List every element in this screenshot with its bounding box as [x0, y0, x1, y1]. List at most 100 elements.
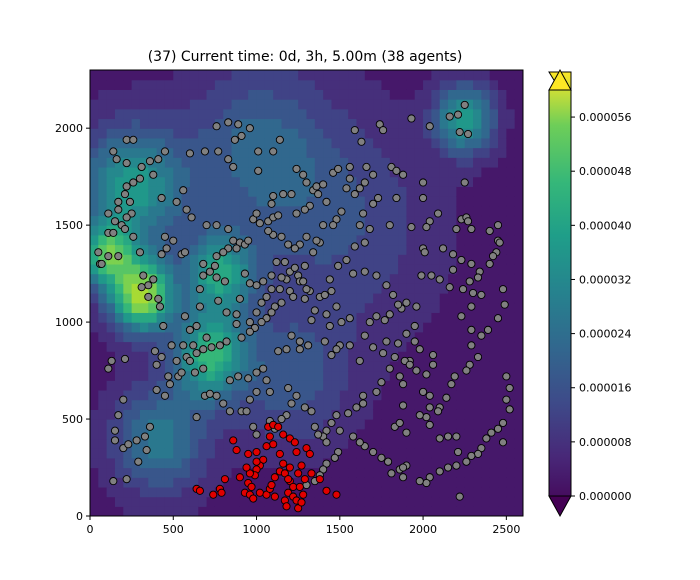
heatmap-cell [448, 89, 457, 100]
heatmap-cell [198, 312, 208, 323]
agent-point [467, 224, 476, 234]
agent-point [493, 221, 503, 230]
heatmap-cell [323, 331, 333, 343]
heatmap-cell [356, 302, 366, 313]
heatmap-cell [314, 506, 324, 516]
heatmap-cell [206, 457, 216, 469]
heatmap-cell [331, 331, 341, 343]
heatmap-cell [248, 283, 258, 294]
heatmap-cell [114, 215, 124, 226]
heatmap-cell [173, 118, 183, 129]
heatmap-cell [414, 312, 424, 323]
heatmap-cell [414, 128, 424, 139]
heatmap-cell [473, 370, 482, 381]
heatmap-cell [514, 457, 523, 469]
heatmap-cell [139, 137, 149, 149]
heatmap-cell [139, 205, 149, 217]
heatmap-cell [456, 263, 466, 275]
heatmap-cell [448, 273, 457, 284]
heatmap-cell [414, 79, 424, 90]
heatmap-cell [90, 186, 99, 197]
heatmap-cell [456, 370, 466, 381]
heatmap-cell [348, 234, 358, 246]
heatmap-cell [256, 234, 266, 246]
heatmap-cell [473, 496, 482, 507]
heatmap-cell [181, 409, 191, 420]
heatmap-cell [423, 448, 433, 459]
heatmap-cell [289, 137, 299, 149]
colorbar-tick-label: 0.000032 [579, 273, 632, 286]
heatmap-cell [473, 283, 482, 294]
heatmap-cell [123, 147, 133, 158]
heatmap-cell [514, 312, 523, 323]
colorbar-ticks: 0.0000000.0000080.0000160.0000240.000032… [571, 111, 632, 503]
heatmap-cell [223, 89, 233, 100]
heatmap-cell [331, 157, 341, 168]
heatmap-cell [189, 467, 199, 478]
heatmap-cell [481, 263, 491, 275]
heatmap-cell [514, 477, 523, 488]
heatmap-cell [339, 157, 349, 168]
heatmap-cell [90, 128, 99, 139]
heatmap-cell [323, 89, 333, 100]
heatmap-cell [289, 157, 299, 168]
heatmap-cell [123, 380, 133, 391]
agent-point [332, 411, 341, 420]
heatmap-cell [231, 283, 241, 294]
heatmap-cell [506, 225, 516, 236]
heatmap-cell [289, 196, 299, 207]
heatmap-cell [90, 419, 99, 430]
heatmap-cell [298, 79, 308, 90]
heatmap-cell [314, 273, 324, 284]
heatmap-cell [389, 205, 399, 217]
heatmap-cell [181, 273, 191, 284]
heatmap-cell [156, 273, 166, 284]
heatmap-cell [231, 263, 241, 275]
heatmap-cell [198, 70, 208, 81]
heatmap-cell [373, 70, 383, 81]
heatmap-cell [364, 496, 374, 507]
colorbar-tick-label: 0.000040 [579, 219, 632, 232]
heatmap-cell [298, 302, 308, 313]
heatmap-cell [348, 448, 358, 459]
heatmap-cell [264, 166, 274, 178]
heatmap-cell [173, 457, 183, 469]
heatmap-cell [298, 147, 308, 158]
agent-point [355, 356, 364, 365]
heatmap-cell [481, 351, 491, 362]
active-agent-point [284, 475, 293, 484]
heatmap-cell [431, 263, 441, 275]
heatmap-cell [439, 360, 449, 372]
heatmap-cell [506, 244, 516, 255]
heatmap-cell [256, 302, 266, 313]
heatmap-cell [481, 457, 491, 469]
agent-point [104, 364, 113, 373]
heatmap-cell [173, 351, 183, 362]
heatmap-cell [489, 89, 499, 100]
heatmap-cell [389, 438, 399, 449]
agent-point [224, 155, 233, 164]
heatmap-cell [264, 79, 274, 90]
heatmap-cell [239, 118, 249, 129]
heatmap-cell [156, 477, 166, 488]
heatmap-cell [414, 166, 424, 178]
heatmap-cell [498, 428, 507, 440]
heatmap-cell [90, 166, 99, 178]
heatmap-cell [231, 273, 241, 284]
heatmap-cell [464, 419, 474, 430]
heatmap-cell [273, 196, 283, 207]
heatmap-cell [206, 254, 216, 265]
agent-point [185, 325, 194, 334]
heatmap-cell [456, 157, 466, 168]
heatmap-cell [489, 322, 499, 333]
heatmap-cell [206, 302, 216, 313]
heatmap-cell [514, 254, 523, 265]
agent-point [399, 473, 408, 482]
heatmap-cell [198, 118, 208, 129]
heatmap-cell [256, 331, 266, 343]
heatmap-cell [106, 137, 116, 149]
heatmap-cell [381, 331, 391, 343]
heatmap-cell [139, 312, 149, 323]
heatmap-cell [364, 399, 374, 410]
heatmap-cell [506, 341, 516, 352]
